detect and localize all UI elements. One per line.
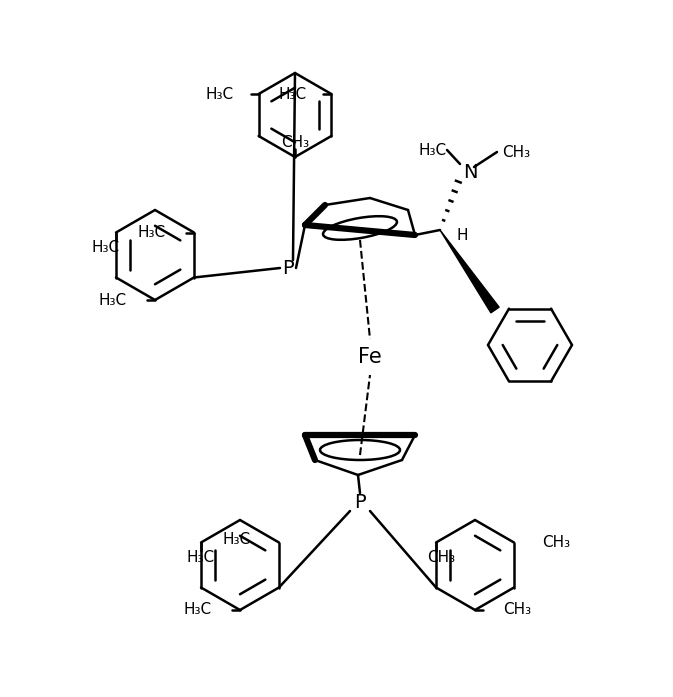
Text: P: P bbox=[282, 259, 294, 277]
Text: Fe: Fe bbox=[358, 347, 382, 367]
Text: CH₃: CH₃ bbox=[281, 135, 309, 149]
Text: H₃C: H₃C bbox=[223, 532, 251, 547]
Text: CH₃: CH₃ bbox=[503, 602, 531, 618]
Text: CH₃: CH₃ bbox=[427, 550, 455, 565]
Text: P: P bbox=[354, 493, 366, 512]
Polygon shape bbox=[440, 230, 499, 313]
Text: CH₃: CH₃ bbox=[502, 144, 530, 160]
Text: H₃C: H₃C bbox=[205, 86, 234, 102]
Text: H₃C: H₃C bbox=[278, 86, 306, 102]
Text: N: N bbox=[463, 162, 477, 181]
Text: H₃C: H₃C bbox=[99, 293, 127, 307]
Text: CH₃: CH₃ bbox=[542, 535, 570, 550]
Text: H₃C: H₃C bbox=[184, 602, 212, 618]
Text: H₃C: H₃C bbox=[187, 550, 215, 565]
Text: H: H bbox=[456, 227, 468, 243]
Text: H₃C: H₃C bbox=[92, 240, 120, 255]
Text: H₃C: H₃C bbox=[138, 225, 166, 240]
Text: H₃C: H₃C bbox=[419, 142, 447, 158]
